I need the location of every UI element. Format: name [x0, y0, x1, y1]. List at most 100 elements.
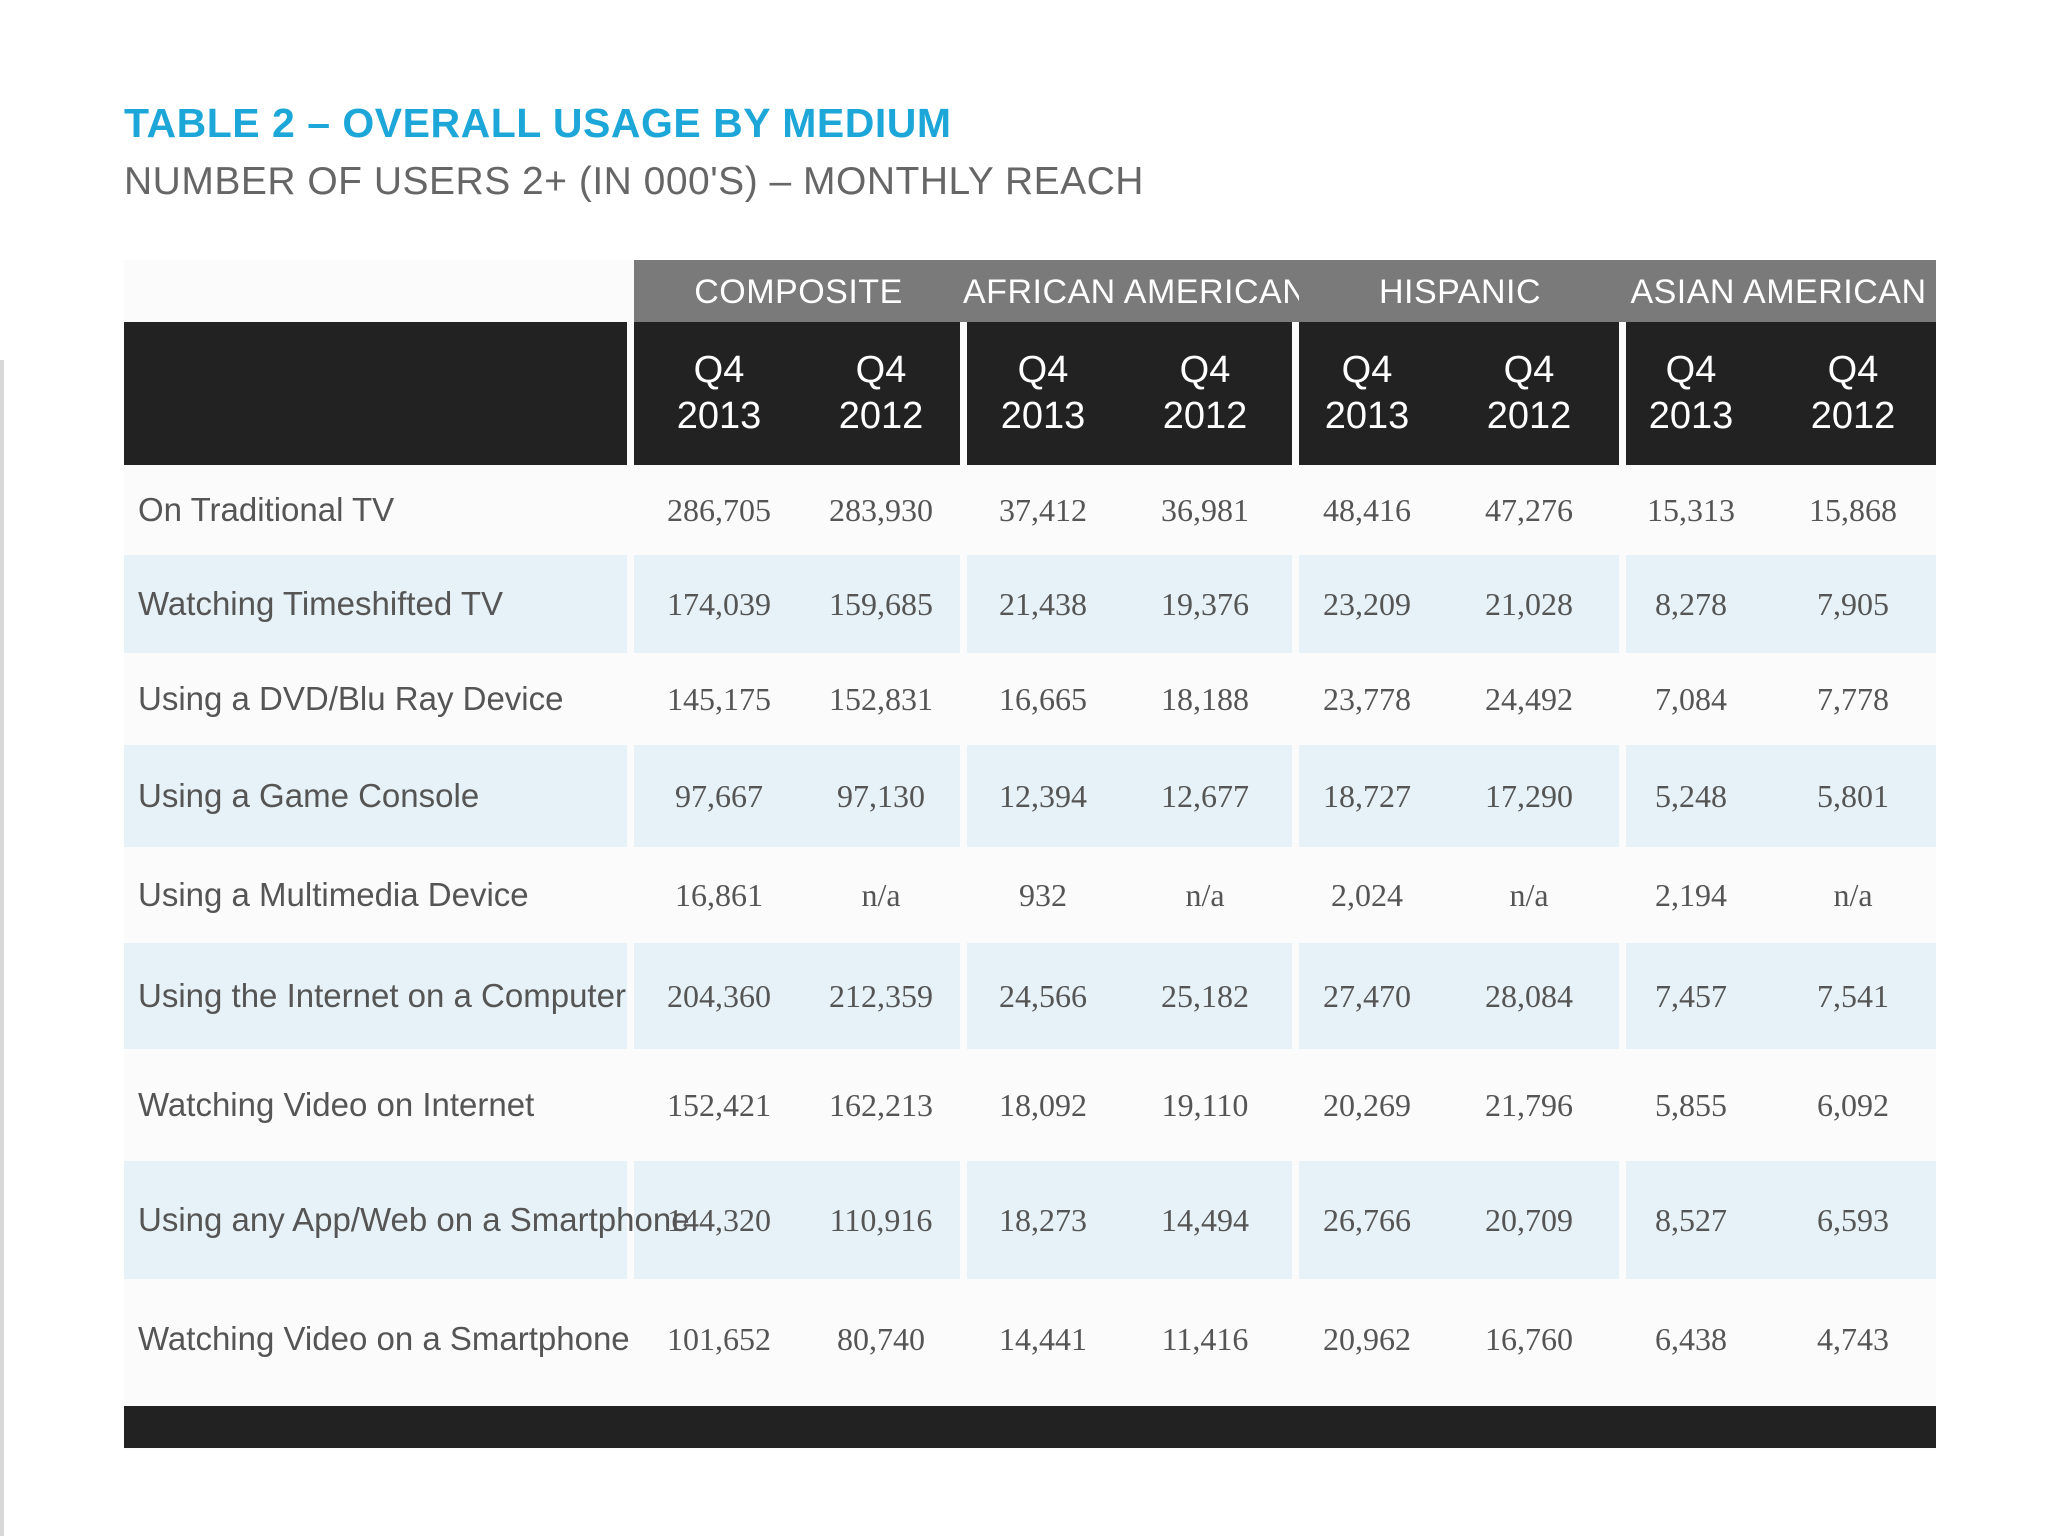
table-row: Watching Timeshifted TV 174,039 159,685 …: [124, 555, 1936, 653]
page-edge: [0, 360, 4, 1536]
period-header: Q4 2012: [1162, 348, 1248, 437]
table-cell: 25,182: [1161, 977, 1249, 1014]
table-cell: 97,667: [675, 777, 763, 814]
table-row: Using a Game Console 97,667 97,130 12,39…: [124, 745, 1936, 847]
table-cell: n/a: [1509, 876, 1549, 913]
table-cell: 18,273: [999, 1201, 1087, 1238]
table-cell: 286,705: [667, 491, 771, 528]
table-cell: 5,248: [1655, 777, 1727, 814]
table-cell: 16,760: [1485, 1320, 1573, 1357]
header-separator: [1619, 322, 1626, 465]
table-cell: 5,855: [1655, 1086, 1727, 1123]
table-row: Watching Video on Internet 152,421 162,2…: [124, 1049, 1936, 1161]
row-label: Using the Internet on a Computer: [138, 977, 626, 1014]
table-cell: 145,175: [667, 680, 771, 717]
table-cell: 152,421: [667, 1086, 771, 1123]
table-cell: 47,276: [1485, 491, 1573, 528]
table-cell: 37,412: [999, 491, 1087, 528]
table-cell: 8,278: [1655, 585, 1727, 622]
header-separator: [627, 322, 634, 465]
table-row: On Traditional TV 286,705 283,930 37,412…: [124, 465, 1936, 555]
group-header-composite: COMPOSITE: [634, 260, 963, 322]
table-cell: 7,084: [1655, 680, 1727, 717]
table-cell: 212,359: [829, 977, 933, 1014]
table-cell: 11,416: [1161, 1320, 1249, 1357]
period-header-row: [124, 322, 1936, 465]
period-header: Q4 2013: [1648, 348, 1734, 437]
table-subtitle: NUMBER OF USERS 2+ (IN 000'S) – MONTHLY …: [124, 160, 1144, 203]
table-cell: n/a: [1833, 876, 1873, 913]
table-title: TABLE 2 – OVERALL USAGE BY MEDIUM: [124, 100, 952, 146]
table-row: Using any App/Web on a Smartphone 144,32…: [124, 1161, 1936, 1279]
table-cell: 15,868: [1809, 491, 1897, 528]
group-header-african-american: AFRICAN AMERICAN: [963, 260, 1307, 322]
table-cell: 21,796: [1485, 1086, 1573, 1123]
table-cell: 144,320: [667, 1201, 771, 1238]
group-header-hispanic: HISPANIC: [1299, 260, 1621, 322]
table-cell: 7,778: [1817, 680, 1889, 717]
header-separator: [960, 322, 967, 465]
table-cell: n/a: [861, 876, 901, 913]
table-cell: 8,527: [1655, 1201, 1727, 1238]
table-cell: 6,593: [1817, 1201, 1889, 1238]
row-label: Using a Multimedia Device: [138, 876, 529, 913]
group-header-asian-american: ASIAN AMERICAN: [1621, 260, 1936, 322]
table-cell: 7,457: [1655, 977, 1727, 1014]
table-cell: 159,685: [829, 585, 933, 622]
table-cell: 14,494: [1161, 1201, 1249, 1238]
table-cell: 12,677: [1161, 777, 1249, 814]
row-label: Using a DVD/Blu Ray Device: [138, 680, 564, 717]
row-label: Using a Game Console: [138, 777, 480, 814]
row-label: Watching Video on a Smartphone: [138, 1320, 630, 1357]
usage-table: COMPOSITE AFRICAN AMERICAN HISPANIC ASIA…: [124, 260, 1936, 1450]
table-cell: 17,290: [1485, 777, 1573, 814]
table-row: Using the Internet on a Computer 204,360…: [124, 943, 1936, 1049]
table-cell: 48,416: [1323, 491, 1411, 528]
table-cell: 20,962: [1323, 1320, 1411, 1357]
row-label: Watching Timeshifted TV: [138, 585, 503, 622]
header-separator: [1292, 322, 1299, 465]
table-cell: 14,441: [999, 1320, 1087, 1357]
table-cell: 16,861: [675, 876, 763, 913]
table-cell: 2,024: [1331, 876, 1403, 913]
table-cell: 20,269: [1323, 1086, 1411, 1123]
table-cell: 204,360: [667, 977, 771, 1014]
table-cell: 36,981: [1161, 491, 1249, 528]
table-cell: 23,778: [1323, 680, 1411, 717]
period-header: Q4 2013: [676, 348, 762, 437]
period-header: Q4 2012: [1486, 348, 1572, 437]
table-cell: 6,092: [1817, 1086, 1889, 1123]
table-cell: 5,801: [1817, 777, 1889, 814]
table-row: Using a DVD/Blu Ray Device 145,175 152,8…: [124, 653, 1936, 745]
table-cell: n/a: [1185, 876, 1225, 913]
table-cell: 932: [1019, 876, 1067, 913]
table-row: Watching Video on a Smartphone 101,652 8…: [124, 1279, 1936, 1399]
table-footer-bar: [124, 1406, 1936, 1448]
table-cell: 80,740: [837, 1320, 925, 1357]
table-cell: 19,110: [1161, 1086, 1249, 1123]
table-cell: 7,905: [1817, 585, 1889, 622]
row-label: Watching Video on Internet: [138, 1086, 535, 1123]
table-cell: 24,492: [1485, 680, 1573, 717]
table-cell: 6,438: [1655, 1320, 1727, 1357]
table-cell: 28,084: [1485, 977, 1573, 1014]
table-cell: 21,028: [1485, 585, 1573, 622]
table-cell: 21,438: [999, 585, 1087, 622]
table-row: Using a Multimedia Device 16,861 n/a 932…: [124, 847, 1936, 943]
table-cell: 16,665: [999, 680, 1087, 717]
period-header: Q4 2013: [1000, 348, 1086, 437]
table-cell: 174,039: [667, 585, 771, 622]
period-header: Q4 2013: [1324, 348, 1410, 437]
table-cell: 7,541: [1817, 977, 1889, 1014]
table-cell: 101,652: [667, 1320, 771, 1357]
table-cell: 162,213: [829, 1086, 933, 1123]
table-cell: 4,743: [1817, 1320, 1889, 1357]
row-label: Using any App/Web on a Smartphone: [138, 1201, 690, 1238]
table-cell: 152,831: [829, 680, 933, 717]
row-label: On Traditional TV: [138, 491, 395, 528]
period-header: Q4 2012: [838, 348, 924, 437]
table-cell: 2,194: [1655, 876, 1727, 913]
table-cell: 23,209: [1323, 585, 1411, 622]
table-cell: 15,313: [1647, 491, 1735, 528]
table-cell: 97,130: [837, 777, 925, 814]
